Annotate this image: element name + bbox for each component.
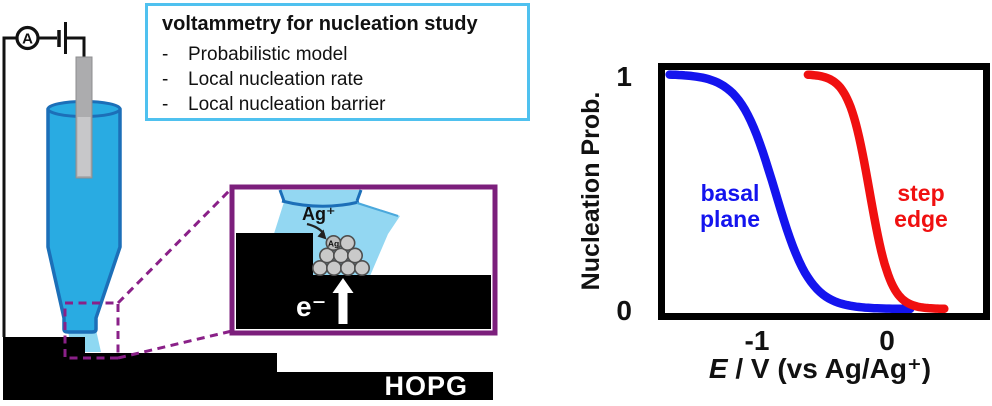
inset-funnel-flare-edge <box>356 202 399 217</box>
textbox-item: - Local nucleation barrier <box>162 92 519 117</box>
inset-lower-terrace <box>236 275 491 329</box>
textbox-item-label: Local nucleation barrier <box>188 94 386 115</box>
basal-plane-label-line1: basal <box>700 180 760 206</box>
y-axis-title: Nucleation Prob. <box>577 91 605 291</box>
hopg-substrate: HOPG <box>3 337 493 401</box>
bullet-dash: - <box>162 44 169 65</box>
ion-label: Ag⁺ <box>302 204 336 224</box>
electrode-rod-submerged <box>77 117 91 176</box>
silver-nanocluster <box>311 235 370 276</box>
textbox-item-label: Probabilistic model <box>188 44 348 65</box>
electron-label: e⁻ <box>296 291 326 322</box>
substrate-label: HOPG <box>384 371 468 401</box>
nucleation-probability-plot: basal plane step edge <box>658 63 990 320</box>
inset-magnified-view: Ag Ag⁺ e⁻ <box>229 184 498 336</box>
x-tick-0: 0 <box>879 325 895 356</box>
curve-step-edge <box>803 70 949 313</box>
cluster-label: Ag <box>328 239 339 249</box>
textbox-title: voltammetry for nucleation study <box>162 13 478 35</box>
step-edge-label-line1: step <box>897 180 945 206</box>
x-axis-title-symbol: E <box>708 353 728 384</box>
x-axis-title-rest: / V (vs Ag/Ag⁺) <box>727 353 932 384</box>
zoom-connector-bottom <box>117 329 233 360</box>
battery-icon <box>57 22 67 54</box>
inset-pipette-opening-arc <box>281 199 360 208</box>
plot-area <box>665 70 949 313</box>
y-tick-0: 0 <box>616 295 632 326</box>
inset-pipette-walls <box>278 189 363 202</box>
textbox-item: - Probabilistic model <box>162 42 519 67</box>
bullet-dash: - <box>162 94 169 115</box>
wire-battery-to-electrode <box>66 36 86 58</box>
electron-transfer-arrow <box>332 278 354 324</box>
step-edge-label: step edge <box>887 180 955 232</box>
y-tick-1: 1 <box>616 61 632 92</box>
ammeter-label: A <box>22 31 33 48</box>
curve-basal-plane <box>665 70 915 313</box>
step-edge-label-line2: edge <box>894 206 948 232</box>
experiment-schematic: A HOPG <box>2 22 498 401</box>
zoom-connector-top <box>116 186 234 305</box>
textbox-item-label: Local nucleation rate <box>188 69 364 90</box>
x-axis-title: E / V (vs Ag/Ag⁺) <box>660 352 980 385</box>
bullet-dash: - <box>162 69 169 90</box>
basal-plane-label: basal plane <box>693 180 767 232</box>
textbox-item: - Local nucleation rate <box>162 67 519 92</box>
ammeter-icon: A <box>15 25 40 51</box>
basal-plane-label-line2: plane <box>699 206 761 232</box>
wire-left <box>2 36 17 337</box>
x-tick-minus1: -1 <box>744 325 770 356</box>
ion-arrowhead <box>317 229 327 240</box>
summary-textbox: voltammetry for nucleation study - Proba… <box>145 3 530 121</box>
